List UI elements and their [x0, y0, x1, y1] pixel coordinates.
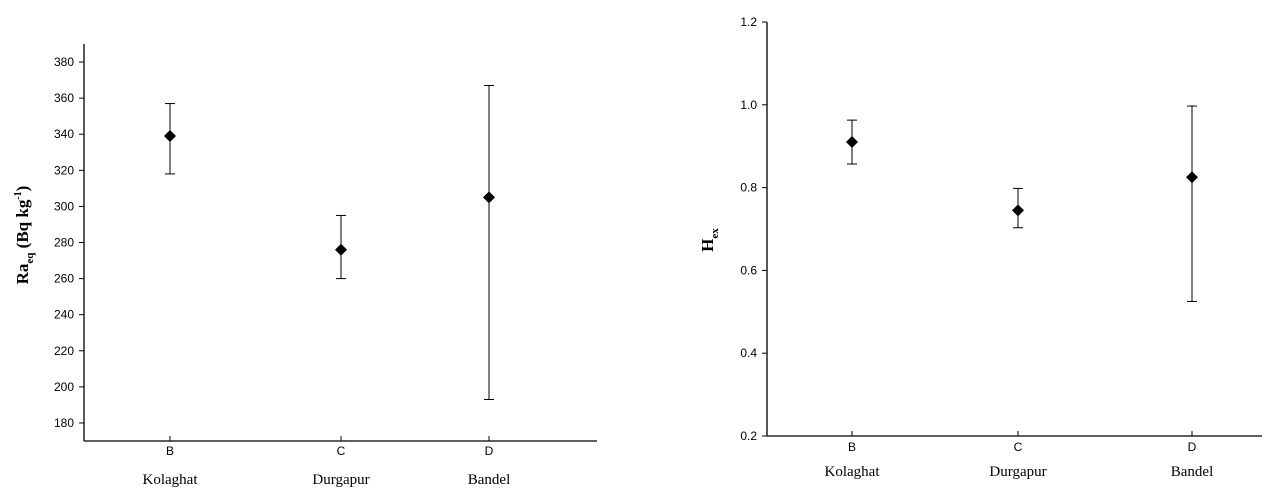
x-tick-label: Durgapur [989, 464, 1046, 480]
data-point-diamond [1186, 171, 1198, 184]
data-point-diamond [846, 136, 858, 149]
y-tick-label: 0.2 [740, 429, 757, 443]
x-tick-code: D [485, 444, 494, 458]
y-tick-label: 1.0 [740, 98, 757, 112]
y-tick-label: 220 [54, 344, 74, 358]
y-axis-label-part: eq [24, 252, 36, 264]
chart-radium-equivalent: 180 200 220 240 260 280 300 320 340 360 380 B Kolagh… [13, 44, 597, 488]
y-axis-label-part: (Bq kg [13, 199, 32, 252]
y-axis-label-part: -1 [13, 191, 24, 199]
y-tick-label: 1.2 [740, 15, 757, 29]
x-tick-label: Bandel [1171, 464, 1214, 480]
x-tick-label: Kolaghat [825, 464, 881, 480]
x-tick-label: Kolaghat [143, 472, 199, 488]
y-axis-label-part: ex [709, 228, 721, 239]
x-tick-label: Durgapur [312, 472, 369, 488]
y-tick-label: 300 [54, 199, 74, 213]
data-point-diamond [1012, 204, 1024, 217]
x-tick-code: C [337, 444, 346, 458]
x-tick-label: Bandel [468, 472, 511, 488]
y-tick-label: 0.4 [740, 346, 757, 360]
x-tick-code: C [1014, 440, 1023, 454]
y-axis-label: Hex [698, 228, 721, 252]
data-point-diamond [483, 191, 495, 204]
y-tick-label: 240 [54, 308, 74, 322]
y-tick-label: 320 [54, 163, 74, 177]
y-tick-label: 260 [54, 272, 74, 286]
x-tick-code: B [166, 444, 174, 458]
y-axis-label-part: H [698, 239, 717, 252]
y-tick-label: 200 [54, 380, 74, 394]
y-axis-label: Raeq (Bq kg-1) [13, 186, 36, 285]
y-tick-label: 280 [54, 236, 74, 250]
y-tick-label: 360 [54, 91, 74, 105]
y-tick-label: 340 [54, 127, 74, 141]
x-tick-code: D [1188, 440, 1197, 454]
y-tick-label: 180 [54, 416, 74, 430]
data-point-diamond [335, 243, 347, 256]
x-tick-code: B [848, 440, 856, 454]
data-point-diamond [164, 130, 176, 143]
y-axis-label-part: Ra [13, 263, 32, 284]
y-tick-label: 0.8 [740, 181, 757, 195]
y-axis-label-part: ) [13, 186, 32, 192]
y-tick-label: 380 [54, 55, 74, 69]
y-tick-label: 0.6 [740, 263, 757, 277]
chart-external-hazard-index: 0.2 0.4 0.6 0.8 1.0 1.2 B Kolaghat C Durgapur D Ban… [698, 15, 1262, 480]
